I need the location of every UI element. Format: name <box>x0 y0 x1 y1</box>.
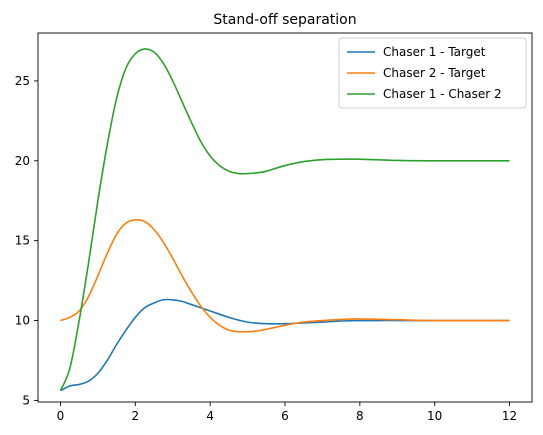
legend-label-3: Chaser 1 - Chaser 2 <box>383 87 502 101</box>
x-tick-label: 6 <box>281 409 289 423</box>
y-tick-label: 10 <box>15 314 30 328</box>
x-tick-label: 12 <box>502 409 517 423</box>
legend-label-2: Chaser 2 - Target <box>383 66 486 80</box>
x-tick-label: 10 <box>427 409 442 423</box>
x-tick-label: 8 <box>356 409 364 423</box>
legend-label-1: Chaser 1 - Target <box>383 45 486 59</box>
y-tick-label: 15 <box>15 234 30 248</box>
y-tick-label: 25 <box>15 74 30 88</box>
x-tick-label: 4 <box>206 409 214 423</box>
x-tick-label: 2 <box>131 409 139 423</box>
x-tick-label: 0 <box>57 409 65 423</box>
y-tick-label: 20 <box>15 154 30 168</box>
chart-title: Stand-off separation <box>213 12 356 28</box>
legend: Chaser 1 - Target Chaser 2 - Target Chaser… <box>339 38 526 108</box>
y-tick-label: 5 <box>22 393 30 407</box>
